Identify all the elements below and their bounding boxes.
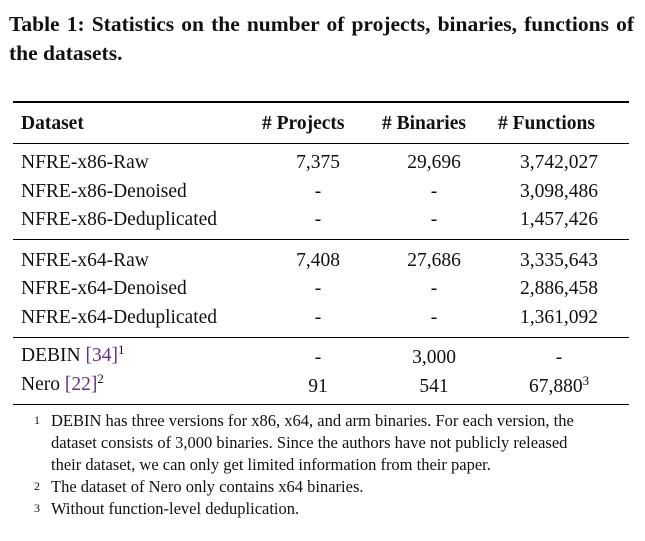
cell-dataset: NFRE-x86-Raw: [21, 152, 149, 173]
footnote-line: their dataset, we can only get limited i…: [51, 455, 491, 474]
cell-projects: 91: [308, 376, 328, 397]
header-projects: # Projects: [262, 113, 345, 134]
cell-binaries: -: [430, 209, 438, 230]
cell-dataset: NFRE-x86-Denoised: [21, 181, 187, 202]
dataset-name: DEBIN: [21, 345, 81, 366]
functions-value: 67,880: [528, 376, 583, 397]
bottom-rule: [13, 404, 629, 405]
cell-functions: 1,457,426: [520, 209, 598, 230]
cell-binaries: 27,686: [407, 250, 461, 271]
table-caption: Table 1: Statistics on the number of pro…: [9, 12, 634, 65]
cell-dataset: NFRE-x64-Raw: [21, 250, 149, 271]
cell-functions: 3,742,027: [520, 152, 598, 173]
cell-projects: 7,408: [296, 250, 340, 271]
cell-projects: -: [314, 307, 322, 328]
cell-dataset: NFRE-x86-Deduplicated: [21, 209, 218, 230]
cell-binaries: 3,000: [412, 347, 456, 368]
footnote-line: dataset consists of 3,000 binaries. Sinc…: [51, 433, 568, 452]
citation-link[interactable]: [34]: [85, 345, 118, 366]
cell-functions: 3,335,643: [520, 250, 598, 271]
dataset-name: Nero: [21, 374, 60, 395]
group-rule: [13, 337, 629, 338]
footnote-mark: 2: [34, 479, 40, 493]
cell-functions: 2,886,458: [520, 278, 598, 299]
footnote-mark: 3: [34, 501, 40, 515]
cell-binaries: -: [430, 181, 438, 202]
header-binaries: # Binaries: [382, 113, 466, 134]
cell-dataset: Nero [22]2: [21, 371, 104, 397]
cell-projects: -: [314, 278, 322, 299]
group-rule: [13, 239, 629, 240]
footnote-line: Without function-level deduplication.: [51, 499, 300, 518]
cell-functions: 3,098,486: [520, 181, 598, 202]
footnote-mark: 1: [34, 413, 40, 427]
footnote-ref: 1: [117, 342, 125, 357]
header-rule: [13, 143, 629, 144]
cell-functions: 1,361,092: [520, 307, 598, 328]
cell-binaries: 541: [419, 376, 449, 397]
cell-projects: -: [314, 181, 322, 202]
header-dataset: Dataset: [21, 113, 84, 134]
cell-dataset: NFRE-x64-Deduplicated: [21, 307, 218, 328]
footnote-ref: 3: [582, 373, 590, 388]
cell-binaries: -: [430, 307, 438, 328]
cell-dataset: DEBIN [34]1: [21, 342, 125, 368]
top-rule: [13, 101, 629, 103]
citation-link[interactable]: [22]: [64, 374, 98, 395]
cell-projects: 7,375: [296, 152, 340, 173]
footnote-ref: 2: [97, 371, 104, 386]
cell-projects: -: [314, 347, 322, 368]
cell-binaries: 29,696: [407, 152, 461, 173]
cell-binaries: -: [430, 278, 438, 299]
footnote-line: DEBIN has three versions for x86, x64, a…: [51, 411, 574, 430]
header-functions: # Functions: [498, 113, 595, 134]
cell-functions: -: [555, 347, 563, 368]
cell-projects: -: [314, 209, 322, 230]
cell-functions: 67,8803: [496, 373, 622, 399]
footnote-line: The dataset of Nero only contains x64 bi…: [51, 477, 364, 496]
cell-dataset: NFRE-x64-Denoised: [21, 278, 187, 299]
